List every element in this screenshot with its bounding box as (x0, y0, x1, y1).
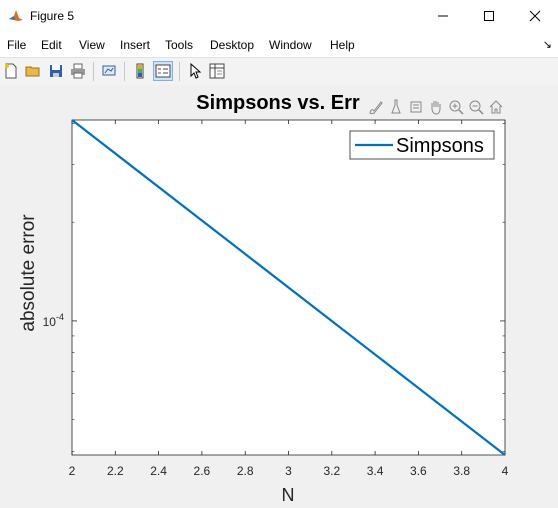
save-icon (50, 65, 62, 77)
maximize-button[interactable] (466, 0, 512, 32)
y-axis-label: absolute error (18, 214, 39, 332)
pan-icon (431, 101, 440, 115)
menu-view[interactable]: View (79, 38, 105, 52)
window-title: Figure 5 (30, 9, 75, 23)
menu-insert[interactable]: Insert (120, 38, 151, 52)
y-axis: 10-4 (43, 123, 505, 452)
legend-icon (155, 64, 171, 78)
menu-tools[interactable]: Tools (165, 38, 194, 52)
colorbar-icon (136, 63, 144, 79)
pointer-icon (190, 63, 202, 79)
series-line-simpsons (71, 119, 506, 456)
brush-button[interactable] (366, 97, 385, 117)
brush-icon (368, 101, 383, 115)
figure-toolbar (0, 57, 558, 86)
rotate-icon (410, 101, 421, 113)
legend-label: Simpsons (396, 135, 484, 157)
menu-edit[interactable]: Edit (41, 38, 62, 52)
home-button[interactable] (486, 97, 505, 117)
x-tick-label: 2.4 (150, 464, 167, 478)
minimize-button[interactable] (420, 0, 466, 32)
open-file-button[interactable] (23, 61, 43, 81)
x-tick-label: 3.8 (453, 464, 470, 478)
x-tick-label: 2.8 (237, 464, 254, 478)
link-plot-icon (102, 65, 116, 76)
close-button[interactable] (512, 0, 558, 32)
new-figure-icon (5, 63, 17, 79)
axes-toolbar (366, 97, 505, 117)
legend[interactable]: Simpsons (349, 130, 495, 160)
pointer-button[interactable] (185, 61, 205, 81)
save-button[interactable] (46, 61, 66, 81)
data-tips-button[interactable] (386, 97, 405, 117)
y-tick-label: 10-4 (43, 312, 64, 329)
print-button[interactable] (68, 61, 88, 81)
zoom-out-button[interactable] (466, 97, 485, 117)
menu-bar: File Edit View Insert Tools Desktop Wind… (0, 32, 558, 57)
x-tick-label: 2.6 (194, 464, 211, 478)
x-axis-label: N (282, 485, 295, 505)
toolbar-separator (93, 62, 94, 81)
open-file-icon (25, 66, 40, 77)
menu-help[interactable]: Help (330, 38, 355, 52)
matlab-logo-icon (9, 10, 23, 21)
menu-file[interactable]: File (7, 38, 27, 52)
window-titlebar: Figure 5 (0, 0, 558, 32)
x-tick-label: 3.2 (323, 464, 340, 478)
legend-button[interactable] (153, 61, 173, 81)
colorbar-button[interactable] (130, 61, 150, 81)
x-tick-label: 2.2 (107, 464, 124, 478)
pan-button[interactable] (426, 97, 445, 117)
close-icon (529, 10, 541, 22)
print-icon (71, 63, 85, 79)
link-plot-button[interactable] (99, 61, 119, 81)
data-tips-icon (390, 99, 401, 114)
x-tick-label: 2 (69, 464, 76, 478)
x-tick-label: 3 (285, 464, 292, 478)
toolbar-separator (179, 62, 180, 81)
zoom-in-button[interactable] (446, 97, 465, 117)
property-inspector-icon (209, 63, 225, 79)
x-tick-label: 3.6 (410, 464, 427, 478)
zoom-out-icon (469, 100, 484, 115)
property-inspector-button[interactable] (207, 61, 227, 81)
new-figure-button[interactable] (1, 61, 21, 81)
x-axis: 2 2.2 2.4 2.6 2.8 3 3.2 3.4 3.6 3.8 4 (69, 120, 509, 478)
x-tick-label: 3.4 (367, 464, 384, 478)
zoom-in-icon (449, 100, 464, 115)
x-tick-label: 4 (502, 464, 509, 478)
home-icon (489, 100, 502, 114)
minimize-icon (438, 15, 448, 17)
rotate-button[interactable] (406, 97, 425, 117)
chart-title: Simpsons vs. Err (196, 92, 360, 114)
toolbar-separator (124, 62, 125, 81)
menu-window[interactable]: Window (269, 38, 312, 52)
maximize-icon (484, 11, 494, 21)
dock-arrow-icon[interactable]: ↘ (542, 39, 552, 51)
series-group (71, 119, 506, 456)
plot-canvas: Simpsons vs. Err 2 2.2 2.4 2.6 2.8 3 3.2 3.4 3.6… (18, 92, 509, 505)
menu-desktop[interactable]: Desktop (210, 38, 255, 52)
